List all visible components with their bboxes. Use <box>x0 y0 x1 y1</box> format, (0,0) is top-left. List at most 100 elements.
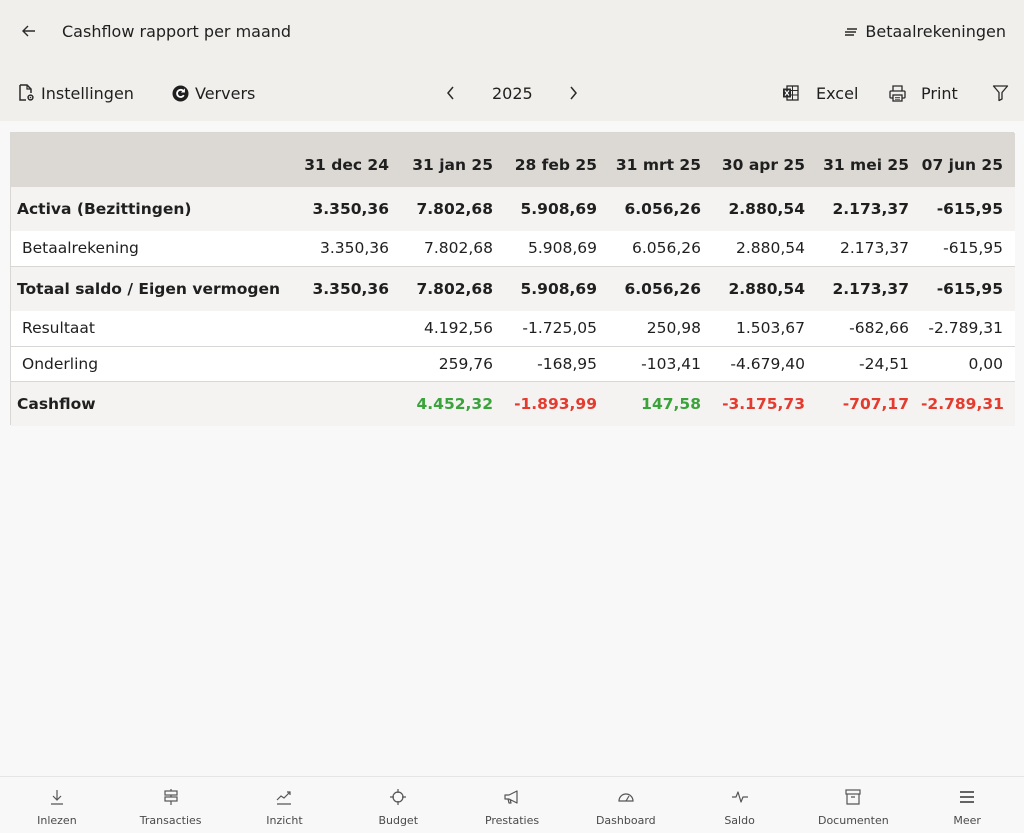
column-header[interactable]: 31 dec 24 <box>304 156 389 174</box>
table-cell: -1.725,05 <box>522 319 597 338</box>
table-cell: 2.173,37 <box>832 200 910 218</box>
refresh-button[interactable]: Ververs <box>172 81 255 105</box>
table-cell: -24,51 <box>817 345 921 381</box>
table-cell: 5.908,69 <box>527 239 597 258</box>
row-label: Resultaat <box>22 319 95 338</box>
table-cell: 0,00 <box>921 345 1015 381</box>
table-cell: 1.503,67 <box>735 319 805 338</box>
nav-label: Meer <box>953 814 981 827</box>
menu-icon <box>960 791 975 803</box>
row-label: Onderling <box>11 345 292 381</box>
table-row-resultaat[interactable]: Resultaat 4.192,56 -1.725,05 250,98 1.50… <box>11 311 1015 346</box>
document-settings-icon <box>19 84 34 101</box>
table-cell: 5.908,69 <box>505 265 609 311</box>
table-cell: 259,76 <box>401 345 505 381</box>
table-cell: 7.802,68 <box>401 265 505 311</box>
table-cell-positive: 147,58 <box>609 380 713 426</box>
table-row-activa[interactable]: Activa (Bezittingen) 3.350,36 7.802,68 5… <box>11 187 1015 231</box>
excel-icon <box>783 85 799 101</box>
table-header-row: 31 dec 24 31 jan 25 28 feb 25 31 mrt 25 … <box>11 133 1015 187</box>
accounts-selector-button[interactable]: Betaalrekeningen <box>844 22 1006 41</box>
table-cell-positive: 4.452,32 <box>401 380 505 426</box>
table-cell-negative: -707,17 <box>817 380 921 426</box>
signpost-icon <box>164 789 178 805</box>
table-cell: 7.802,68 <box>423 239 493 258</box>
table-cell: -4.679,40 <box>713 345 817 381</box>
table-cell: 3.350,36 <box>292 265 401 311</box>
nav-label: Inlezen <box>37 814 77 827</box>
settings-label: Instellingen <box>41 83 134 103</box>
table-cell: 3.350,36 <box>312 200 390 218</box>
next-year-button[interactable] <box>561 81 585 105</box>
table-cell: -2.789,31 <box>928 319 1003 338</box>
table-cell: 6.056,26 <box>631 239 701 258</box>
table-cell-negative: -1.893,99 <box>505 380 609 426</box>
nav-item-inzicht[interactable]: Inzicht <box>228 777 342 833</box>
nav-item-meer[interactable]: Meer <box>910 777 1024 833</box>
column-header[interactable]: 28 feb 25 <box>514 156 597 174</box>
back-button[interactable] <box>16 18 42 44</box>
table-row-betaalrekening[interactable]: Betaalrekening 3.350,36 7.802,68 5.908,6… <box>11 231 1015 266</box>
refresh-label: Ververs <box>195 83 256 103</box>
table-row-onderling[interactable]: Onderling 259,76 -168,95 -103,41 -4.679,… <box>11 345 1015 381</box>
nav-item-transacties[interactable]: Transacties <box>114 777 228 833</box>
table-cell: 250,98 <box>646 319 701 338</box>
table-cell: 3.350,36 <box>319 239 389 258</box>
column-header[interactable]: 31 mrt 25 <box>615 156 701 174</box>
print-label: Print <box>921 83 958 103</box>
gauge-icon <box>618 793 634 802</box>
nav-item-dashboard[interactable]: Dashboard <box>569 777 683 833</box>
column-header[interactable]: 31 jan 25 <box>412 156 493 174</box>
column-header[interactable]: 07 jun 25 <box>921 156 1003 174</box>
arrow-left-icon <box>22 25 35 37</box>
nav-label: Inzicht <box>266 814 303 827</box>
nav-item-inlezen[interactable]: Inlezen <box>0 777 114 833</box>
nav-label: Prestaties <box>484 814 540 827</box>
megaphone-icon <box>504 790 518 804</box>
table-cell-negative: -2.789,31 <box>921 380 1015 426</box>
previous-year-button[interactable] <box>439 81 463 105</box>
table-cell: 5.908,69 <box>520 200 598 218</box>
row-label: Activa (Bezittingen) <box>17 200 192 218</box>
table-cell <box>292 345 401 381</box>
table-cell <box>292 311 401 346</box>
nav-item-documenten[interactable]: Documenten <box>796 777 910 833</box>
nav-item-prestaties[interactable]: Prestaties <box>455 777 569 833</box>
nav-label: Budget <box>378 814 419 827</box>
column-header[interactable]: 30 apr 25 <box>721 156 805 174</box>
table-cell: 2.880,54 <box>713 265 817 311</box>
table-cell: -615,95 <box>936 200 1003 218</box>
print-button[interactable]: Print <box>889 81 958 105</box>
year-label: 2025 <box>492 84 533 103</box>
table-row-cashflow[interactable]: Cashflow 4.452,32 -1.893,99 147,58 -3.17… <box>11 380 1015 426</box>
nav-item-budget[interactable]: Budget <box>341 777 455 833</box>
table-cell: -615,95 <box>943 239 1003 258</box>
nav-label: Transacties <box>139 814 202 827</box>
table-cell: -103,41 <box>609 345 713 381</box>
table-row-totaal-saldo[interactable]: Totaal saldo / Eigen vermogen 3.350,36 7… <box>11 265 1015 311</box>
table-cell: 2.173,37 <box>839 239 909 258</box>
table-cell: 2.173,37 <box>817 265 921 311</box>
row-label: Totaal saldo / Eigen vermogen <box>11 265 292 311</box>
crosshair-icon <box>390 789 407 805</box>
nav-label: Dashboard <box>595 814 656 827</box>
table-cell-negative: -3.175,73 <box>713 380 817 426</box>
archive-icon <box>845 789 861 805</box>
settings-button[interactable]: Instellingen <box>18 81 134 105</box>
chevron-left-icon <box>447 86 454 100</box>
column-header[interactable]: 31 mei 25 <box>823 156 909 174</box>
printer-icon <box>889 84 906 102</box>
chevron-right-icon <box>570 86 577 100</box>
top-bar: Cashflow rapport per maand Betaalrekenin… <box>0 0 1024 121</box>
excel-button[interactable]: Excel <box>782 81 858 105</box>
table-cell: 7.802,68 <box>416 200 494 218</box>
cashflow-report-table: 31 dec 24 31 jan 25 28 feb 25 31 mrt 25 … <box>10 132 1015 426</box>
nav-label: Saldo <box>724 814 755 827</box>
page-title: Cashflow rapport per maand <box>62 22 292 41</box>
nav-item-saldo[interactable]: Saldo <box>683 777 797 833</box>
table-cell: -168,95 <box>505 345 609 381</box>
table-cell: 4.192,56 <box>423 319 493 338</box>
filter-button[interactable] <box>988 81 1012 105</box>
table-cell: 6.056,26 <box>624 200 702 218</box>
download-icon <box>50 790 63 805</box>
